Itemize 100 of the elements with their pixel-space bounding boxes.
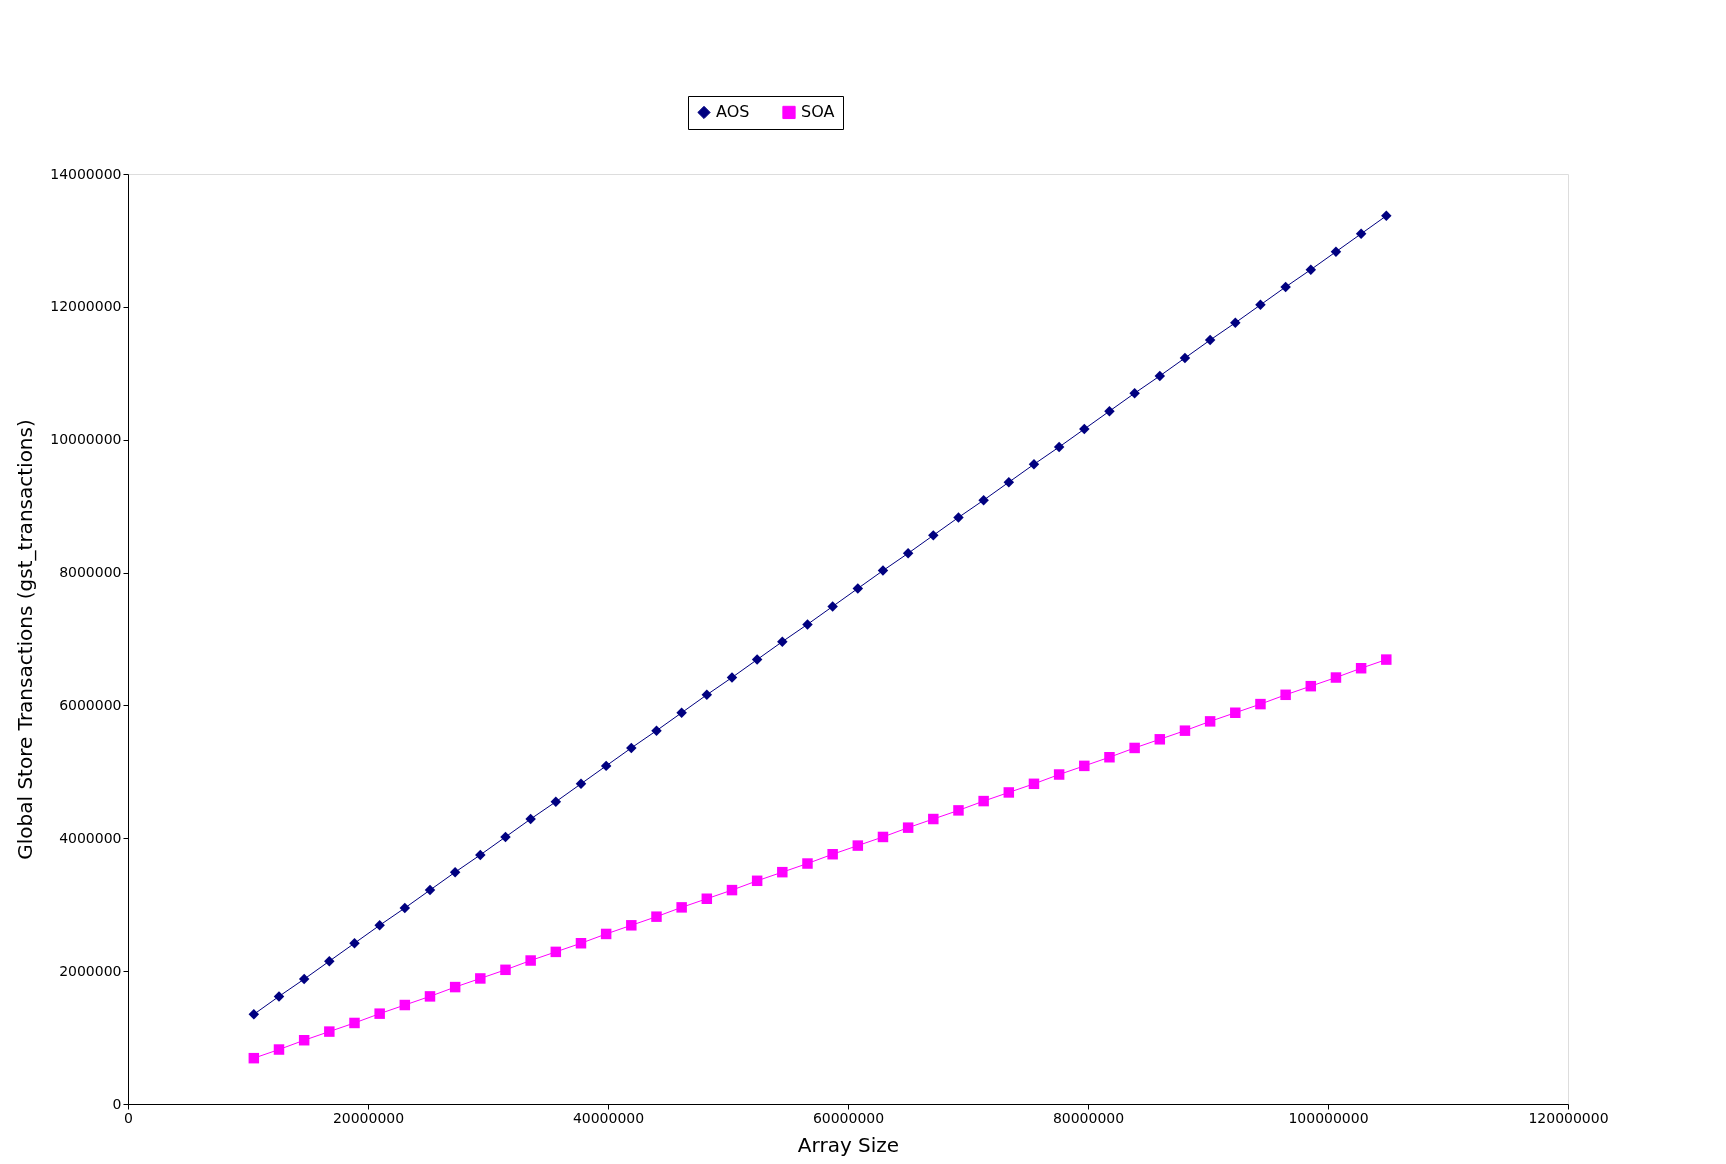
- y-tick-label: 14000000: [50, 165, 122, 182]
- point: [298, 973, 310, 985]
- point: [827, 848, 838, 860]
- point: [877, 831, 889, 843]
- point: [802, 858, 813, 869]
- point: [324, 955, 335, 967]
- point: [475, 973, 486, 984]
- point: [1129, 387, 1140, 399]
- point: [953, 805, 964, 816]
- point: [1179, 352, 1191, 364]
- point: [877, 565, 889, 576]
- point: [777, 866, 788, 878]
- point: [852, 583, 864, 594]
- point: [1154, 734, 1166, 745]
- point: [575, 778, 587, 790]
- point: [1330, 672, 1342, 683]
- point: [1230, 707, 1241, 718]
- point: [324, 1026, 335, 1037]
- point: [852, 840, 864, 851]
- point: [1053, 769, 1065, 780]
- point: [500, 831, 511, 843]
- legend-label: SOA: [801, 102, 835, 122]
- point: [575, 938, 587, 949]
- point: [827, 601, 838, 612]
- point: [273, 1044, 285, 1055]
- point: [248, 1009, 260, 1020]
- point: [1255, 299, 1266, 311]
- x-tick-label: 0: [124, 1109, 133, 1126]
- point: [1280, 689, 1291, 701]
- point: [1079, 760, 1090, 772]
- point: [751, 875, 763, 887]
- point: [525, 955, 536, 966]
- x-tick-label: 60000000: [812, 1109, 885, 1126]
- point: [651, 725, 662, 736]
- x-tick-label: 120000000: [1528, 1109, 1609, 1126]
- point: [701, 893, 713, 904]
- point: [525, 813, 536, 825]
- point: [1104, 405, 1115, 417]
- point: [1104, 752, 1115, 763]
- point: [701, 689, 713, 701]
- point: [298, 1034, 310, 1046]
- point: [449, 981, 461, 993]
- point: [1003, 787, 1015, 798]
- point: [1204, 716, 1216, 727]
- y-tick-label: 0: [112, 1095, 122, 1112]
- legend-label: AOS: [716, 102, 750, 122]
- point: [1381, 654, 1392, 665]
- y-tick-label: 12000000: [50, 298, 122, 315]
- point: [273, 991, 285, 1002]
- point: [399, 902, 411, 914]
- point: [1003, 476, 1015, 488]
- point: [374, 1008, 385, 1019]
- x-tick-label: 80000000: [1052, 1109, 1125, 1126]
- point: [349, 938, 360, 949]
- point: [1280, 281, 1291, 293]
- point: [726, 672, 738, 683]
- point: [978, 494, 989, 506]
- point: [978, 795, 989, 807]
- point: [651, 911, 662, 922]
- y-axis-title: Global Store Transactions (gst_transactions): [13, 419, 38, 860]
- y-tick-label: 10000000: [50, 431, 122, 448]
- point: [1355, 662, 1367, 674]
- point: [953, 512, 964, 523]
- point: [928, 813, 939, 825]
- point: [424, 991, 436, 1002]
- point: [1028, 778, 1040, 790]
- point: [676, 902, 687, 913]
- point: [1255, 698, 1266, 710]
- point: [802, 619, 813, 630]
- point: [626, 742, 637, 754]
- point: [902, 822, 914, 833]
- point: [374, 920, 385, 931]
- point: [1305, 264, 1317, 275]
- point: [550, 796, 562, 807]
- point: [1179, 725, 1191, 736]
- point: [424, 884, 436, 896]
- point: [500, 964, 511, 976]
- x-tick-label: 20000000: [332, 1109, 405, 1126]
- point: [1129, 742, 1140, 754]
- point: [676, 707, 687, 718]
- point: [600, 760, 612, 772]
- point: [550, 946, 562, 958]
- point: [600, 928, 612, 940]
- x-tick-label: 40000000: [572, 1109, 645, 1126]
- point: [449, 866, 461, 878]
- point: [399, 999, 411, 1011]
- x-axis-title: Array Size: [797, 1132, 900, 1157]
- point: [1028, 459, 1040, 470]
- point: [1330, 246, 1342, 257]
- point: [248, 1052, 260, 1064]
- point: [1355, 228, 1367, 240]
- y-tick-label: 8000000: [59, 564, 122, 581]
- point: [928, 530, 939, 541]
- point: [1305, 680, 1317, 692]
- point: [475, 849, 486, 861]
- point: [349, 1017, 360, 1029]
- point: [902, 548, 914, 559]
- point: [1381, 210, 1392, 222]
- point: [1079, 423, 1090, 435]
- point: [626, 920, 637, 931]
